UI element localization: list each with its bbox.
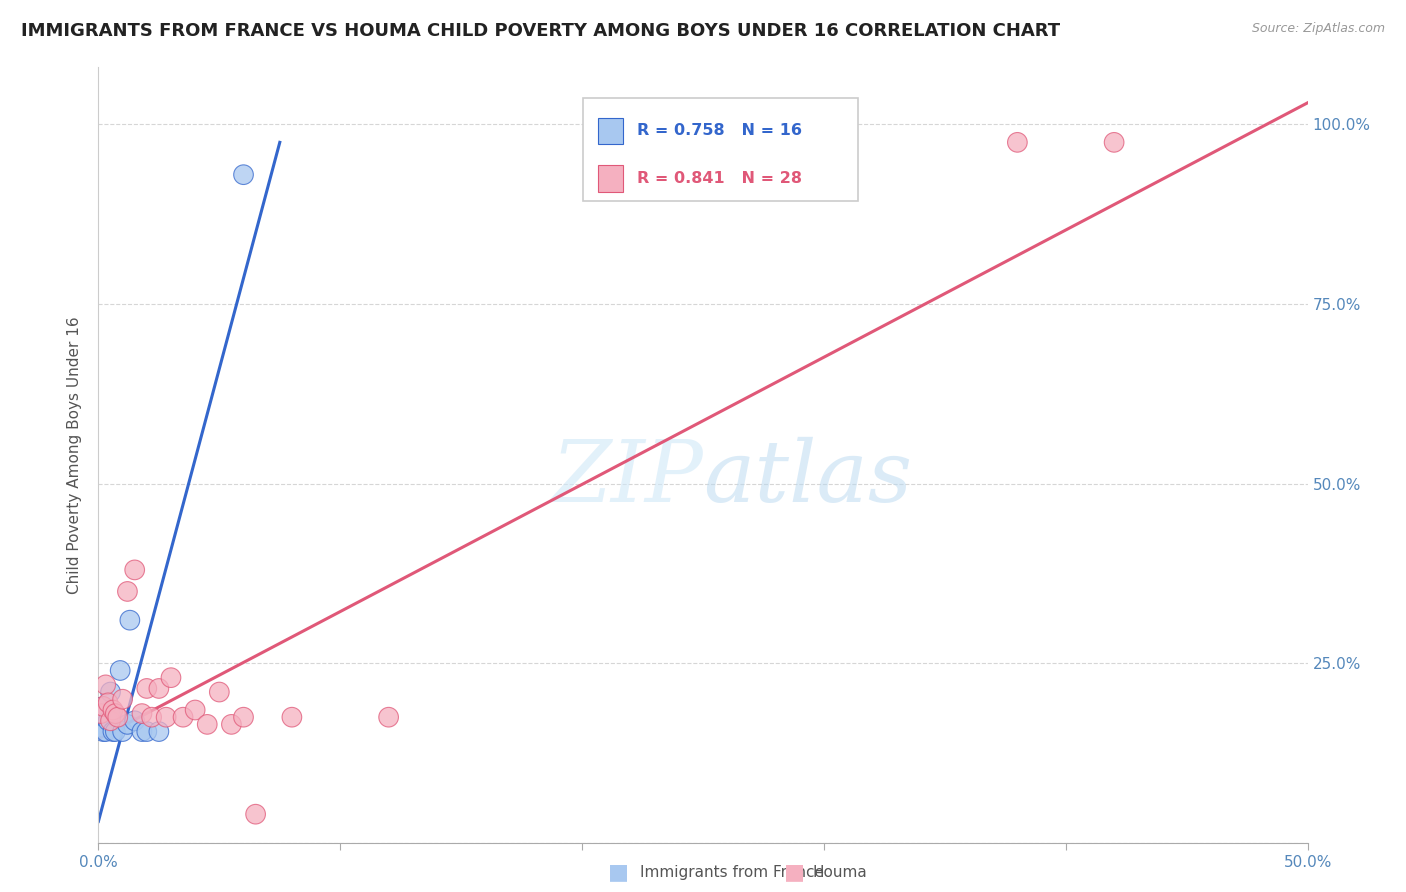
Point [245,807,267,822]
Point [131,724,153,739]
Point [131,706,153,721]
Point [124,563,146,577]
Point [135,681,157,696]
Point [117,717,139,731]
Point [97,714,120,728]
Point [107,710,129,724]
Point [124,714,146,728]
Point [104,706,127,721]
Y-axis label: Child Poverty Among Boys Under 16: Child Poverty Among Boys Under 16 [67,316,83,594]
Text: Source: ZipAtlas.com: Source: ZipAtlas.com [1251,22,1385,36]
Text: IMMIGRANTS FROM FRANCE VS HOUMA CHILD POVERTY AMONG BOYS UNDER 16 CORRELATION CH: IMMIGRANTS FROM FRANCE VS HOUMA CHILD PO… [21,22,1060,40]
Point [101,703,124,717]
Point [117,584,139,599]
Point [160,671,183,685]
Text: R = 0.841   N = 28: R = 0.841 N = 28 [637,170,801,186]
Point [1102,136,1125,150]
Text: ZIP: ZIP [551,437,703,519]
Point [104,724,127,739]
Point [195,717,218,731]
Point [184,703,207,717]
Point [100,685,122,699]
Point [148,724,170,739]
Text: R = 0.758   N = 16: R = 0.758 N = 16 [637,123,801,138]
Point [155,710,177,724]
Point [108,664,131,678]
Point [377,710,399,724]
Point [118,613,141,627]
Text: Houma: Houma [813,865,868,880]
Point [97,696,120,710]
Point [90,706,112,721]
Point [100,714,122,728]
Point [208,685,231,699]
Point [221,717,243,731]
Point [1007,136,1029,150]
Point [141,710,163,724]
Point [91,699,114,714]
Text: ■: ■ [785,863,804,882]
Text: ■: ■ [609,863,628,882]
Point [172,710,194,724]
Point [91,724,114,739]
Point [111,724,134,739]
Point [148,681,170,696]
Point [232,710,254,724]
Point [94,678,117,692]
Point [281,710,304,724]
Point [232,168,254,182]
Point [135,724,157,739]
Point [101,724,124,739]
Text: atlas: atlas [703,437,912,519]
Text: Immigrants from France: Immigrants from France [640,865,824,880]
Point [111,692,134,706]
Point [90,710,112,724]
Point [94,724,117,739]
